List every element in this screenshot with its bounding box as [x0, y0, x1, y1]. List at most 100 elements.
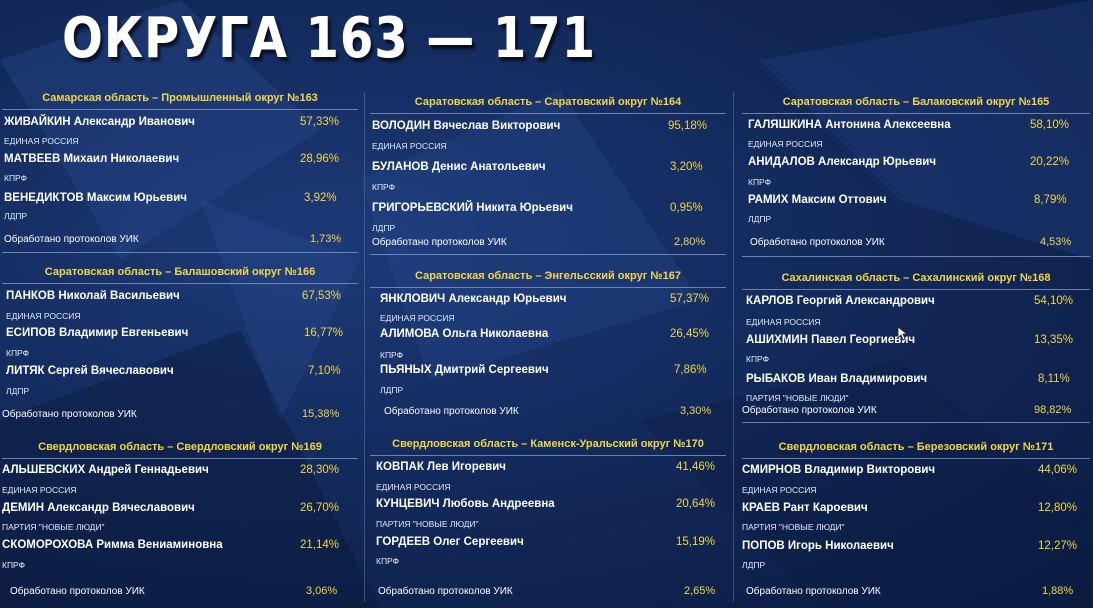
candidate-party: ЛДПР: [380, 385, 404, 395]
district-panel-166: Саратовская область – Балашовский округ …: [2, 266, 358, 426]
candidate-name: ЛИТЯК Сергей Вячеславович: [6, 365, 174, 377]
candidate-name: РАМИХ Максим Оттович: [748, 194, 887, 206]
processed-percent: 1,88%: [1042, 585, 1074, 597]
candidate-percent: 7,86%: [674, 364, 707, 376]
candidate-percent: 54,10%: [1034, 295, 1074, 307]
candidate-percent: 21,14%: [300, 539, 340, 551]
processed-label: Обработано протоколов УИК: [2, 409, 137, 420]
candidate-name: АЛИМОВА Ольга Николаевна: [380, 328, 549, 340]
candidate-name: ЕСИПОВ Владимир Евгеньевич: [6, 327, 189, 339]
district-panel-169: Свердловская область – Свердловский окру…: [2, 438, 358, 604]
divider: [742, 289, 1090, 290]
candidate-percent: 95,18%: [668, 120, 708, 132]
processed-label: Обработано протоколов УИК: [746, 586, 881, 597]
candidate-name: КАРЛОВ Георгий Александрович: [746, 295, 935, 307]
divider: [370, 113, 726, 114]
candidate-party: ЕДИНАЯ РОССИЯ: [2, 485, 77, 495]
candidate-name: МАТВЕЕВ Михаил Николаевич: [4, 153, 180, 165]
candidate-percent: 57,37%: [670, 293, 710, 305]
candidate-name: ВЕНЕДИКТОВ Максим Юрьевич: [4, 192, 187, 204]
district-panel-170: Свердловская область – Каменск-Уральский…: [370, 436, 726, 604]
candidate-party: ПАРТИЯ "НОВЫЕ ЛЮДИ": [746, 393, 849, 403]
candidate-name: АЛЬШЕВСКИХ Андрей Геннадьевич: [2, 464, 209, 476]
candidate-percent: 12,27%: [1038, 540, 1078, 552]
candidate-name: ГРИГОРЬЕВСКИЙ Никита Юрьевич: [372, 202, 573, 214]
divider: [2, 458, 358, 459]
district-panel-163: Самарская область – Промышленный округ №…: [2, 92, 358, 254]
candidate-party: ЕДИНАЯ РОССИЯ: [4, 136, 79, 146]
district-panel-171: Свердловская область – Березовский округ…: [742, 438, 1090, 604]
processed-percent: 15,38%: [302, 408, 340, 420]
district-title: Саратовская область – Балашовский округ …: [44, 266, 316, 278]
candidate-name: ЖИВАЙКИН Александр Иванович: [4, 116, 195, 128]
candidate-party: КПРФ: [372, 182, 396, 192]
district-panel-167: Саратовская область – Энгельсский округ …: [370, 270, 726, 430]
processed-percent: 98,82%: [1034, 404, 1072, 416]
divider: [370, 254, 726, 255]
candidate-party: ЛДПР: [4, 211, 28, 221]
candidate-name: БУЛАНОВ Денис Анатольевич: [372, 161, 546, 173]
processed-percent: 3,30%: [680, 405, 712, 417]
processed-percent: 2,80%: [674, 236, 706, 248]
candidate-percent: 8,79%: [1034, 194, 1067, 206]
processed-percent: 2,65%: [684, 585, 716, 597]
candidate-party: ЕДИНАЯ РОССИЯ: [380, 313, 455, 323]
candidate-percent: 44,06%: [1038, 464, 1078, 476]
candidate-party: КПРФ: [380, 350, 404, 360]
candidate-percent: 20,22%: [1030, 156, 1070, 168]
candidate-name: СМИРНОВ Владимир Викторович: [742, 464, 936, 476]
processed-label: Обработано протоколов УИК: [10, 586, 145, 597]
candidate-name: РЫБАКОВ Иван Владимирович: [746, 373, 928, 385]
candidate-percent: 8,11%: [1038, 373, 1070, 385]
candidate-percent: 15,19%: [676, 536, 716, 548]
processed-percent: 3,06%: [306, 585, 338, 597]
candidate-percent: 28,96%: [300, 153, 340, 165]
processed-label: Обработано протоколов УИК: [742, 405, 877, 416]
candidate-name: ГАЛЯШКИНА Антонина Алексеевна: [748, 119, 951, 131]
processed-label: Обработано протоколов УИК: [750, 237, 885, 248]
candidate-name: ПАНКОВ Николай Васильевич: [6, 290, 180, 302]
district-title: Свердловская область – Свердловский окру…: [38, 441, 322, 453]
candidate-party: КПРФ: [4, 173, 28, 183]
candidate-party: ЛДПР: [6, 386, 30, 396]
district-title: Сахалинская область – Сахалинский округ …: [781, 272, 1051, 284]
candidate-party: ЕДИНАЯ РОССИЯ: [376, 482, 451, 492]
candidate-party: ЕДИНАЯ РОССИЯ: [372, 141, 447, 151]
candidate-percent: 26,45%: [670, 328, 710, 340]
divider: [370, 455, 726, 456]
district-title: Свердловская область – Березовский округ…: [778, 441, 1054, 453]
candidate-name: КОВПАК Лев Игоревич: [376, 461, 506, 473]
district-title: Саратовская область – Энгельсский округ …: [415, 270, 681, 282]
district-title: Саратовская область – Саратовский округ …: [414, 96, 682, 108]
candidate-percent: 20,64%: [676, 498, 716, 510]
column-divider: [364, 92, 365, 602]
candidate-party: ЕДИНАЯ РОССИЯ: [746, 317, 821, 327]
candidate-percent: 67,53%: [302, 290, 342, 302]
candidate-percent: 3,92%: [304, 192, 337, 204]
candidate-percent: 57,33%: [300, 116, 340, 128]
divider: [2, 252, 358, 253]
candidate-percent: 13,35%: [1034, 334, 1074, 346]
candidate-party: КПРФ: [746, 354, 770, 364]
district-panel-168: Сахалинская область – Сахалинский округ …: [742, 272, 1090, 432]
candidate-party: ЕДИНАЯ РОССИЯ: [6, 311, 81, 321]
candidate-name: ЯНКЛОВИЧ Александр Юрьевич: [380, 293, 567, 305]
candidate-name: КРАЕВ Рант Кароевич: [742, 502, 868, 514]
candidate-party: ЕДИНАЯ РОССИЯ: [742, 485, 817, 495]
divider: [2, 109, 358, 110]
district-panel-164: Саратовская область – Саратовский округ …: [370, 96, 726, 258]
candidate-percent: 28,30%: [300, 464, 340, 476]
page-title: ОКРУГА 163 — 171: [62, 6, 596, 71]
candidate-percent: 16,77%: [304, 327, 344, 339]
candidate-party: ЛДПР: [748, 214, 772, 224]
candidate-party: КПРФ: [6, 348, 30, 358]
district-title: Самарская область – Промышленный округ №…: [42, 92, 318, 104]
candidate-name: ДЕМИН Александр Вячеславович: [2, 502, 195, 514]
processed-label: Обработано протоколов УИК: [378, 586, 513, 597]
candidate-percent: 7,10%: [308, 365, 341, 377]
processed-label: Обработано протоколов УИК: [384, 406, 519, 417]
candidate-party: ПАРТИЯ "НОВЫЕ ЛЮДИ": [742, 522, 845, 532]
district-title: Саратовская область – Балаковский округ …: [782, 96, 1050, 108]
candidate-name: КУНЦЕВИЧ Любовь Андреевна: [376, 498, 555, 510]
candidate-party: ЕДИНАЯ РОССИЯ: [748, 139, 823, 149]
